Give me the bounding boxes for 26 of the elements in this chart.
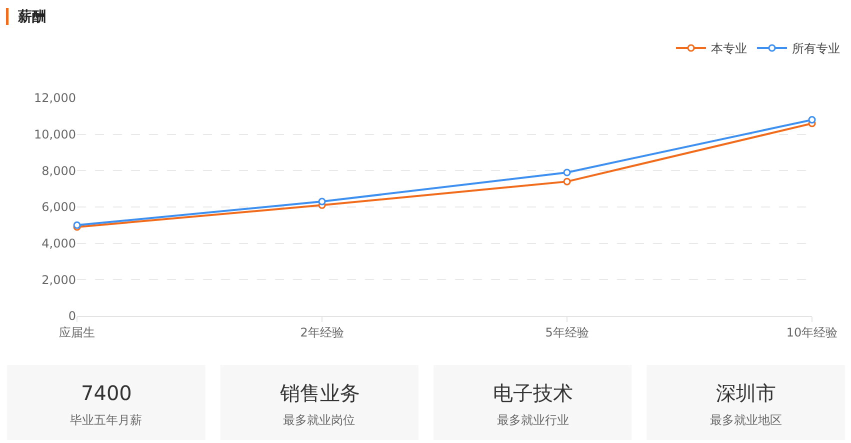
text: 最多就业行业	[497, 413, 569, 427]
text: 毕业五年月薪	[70, 413, 142, 427]
point	[563, 178, 571, 186]
x-tick-label: 5年经验	[545, 325, 589, 340]
chart-title: 薪酬	[17, 8, 46, 25]
text: 7400	[81, 381, 132, 405]
point	[318, 198, 326, 206]
y-tick-label: 10,000	[34, 128, 76, 142]
y-tick-label: 4,000	[42, 236, 76, 251]
point	[563, 168, 571, 176]
text: 深圳市	[716, 381, 776, 405]
y-tick-label: 0	[68, 309, 76, 324]
y-tick-label: 2,000	[42, 272, 76, 287]
text: 最多就业岗位	[283, 413, 355, 427]
y-tick-label: 8,000	[42, 164, 76, 178]
legend-label: 本专业	[711, 42, 747, 56]
text: 电子技术	[493, 381, 573, 405]
y-tick-label: 6,000	[42, 200, 76, 214]
x-tick-label: 10年经验	[786, 325, 838, 340]
y-tick-label: 12,000	[34, 91, 76, 106]
text: 销售业务	[279, 381, 360, 405]
x-tick-label: 2年经验	[300, 325, 344, 340]
text: 最多就业地区	[710, 413, 782, 427]
legend-label: 所有专业	[792, 42, 840, 56]
x-tick-label: 应届生	[59, 325, 95, 340]
point	[808, 116, 816, 124]
